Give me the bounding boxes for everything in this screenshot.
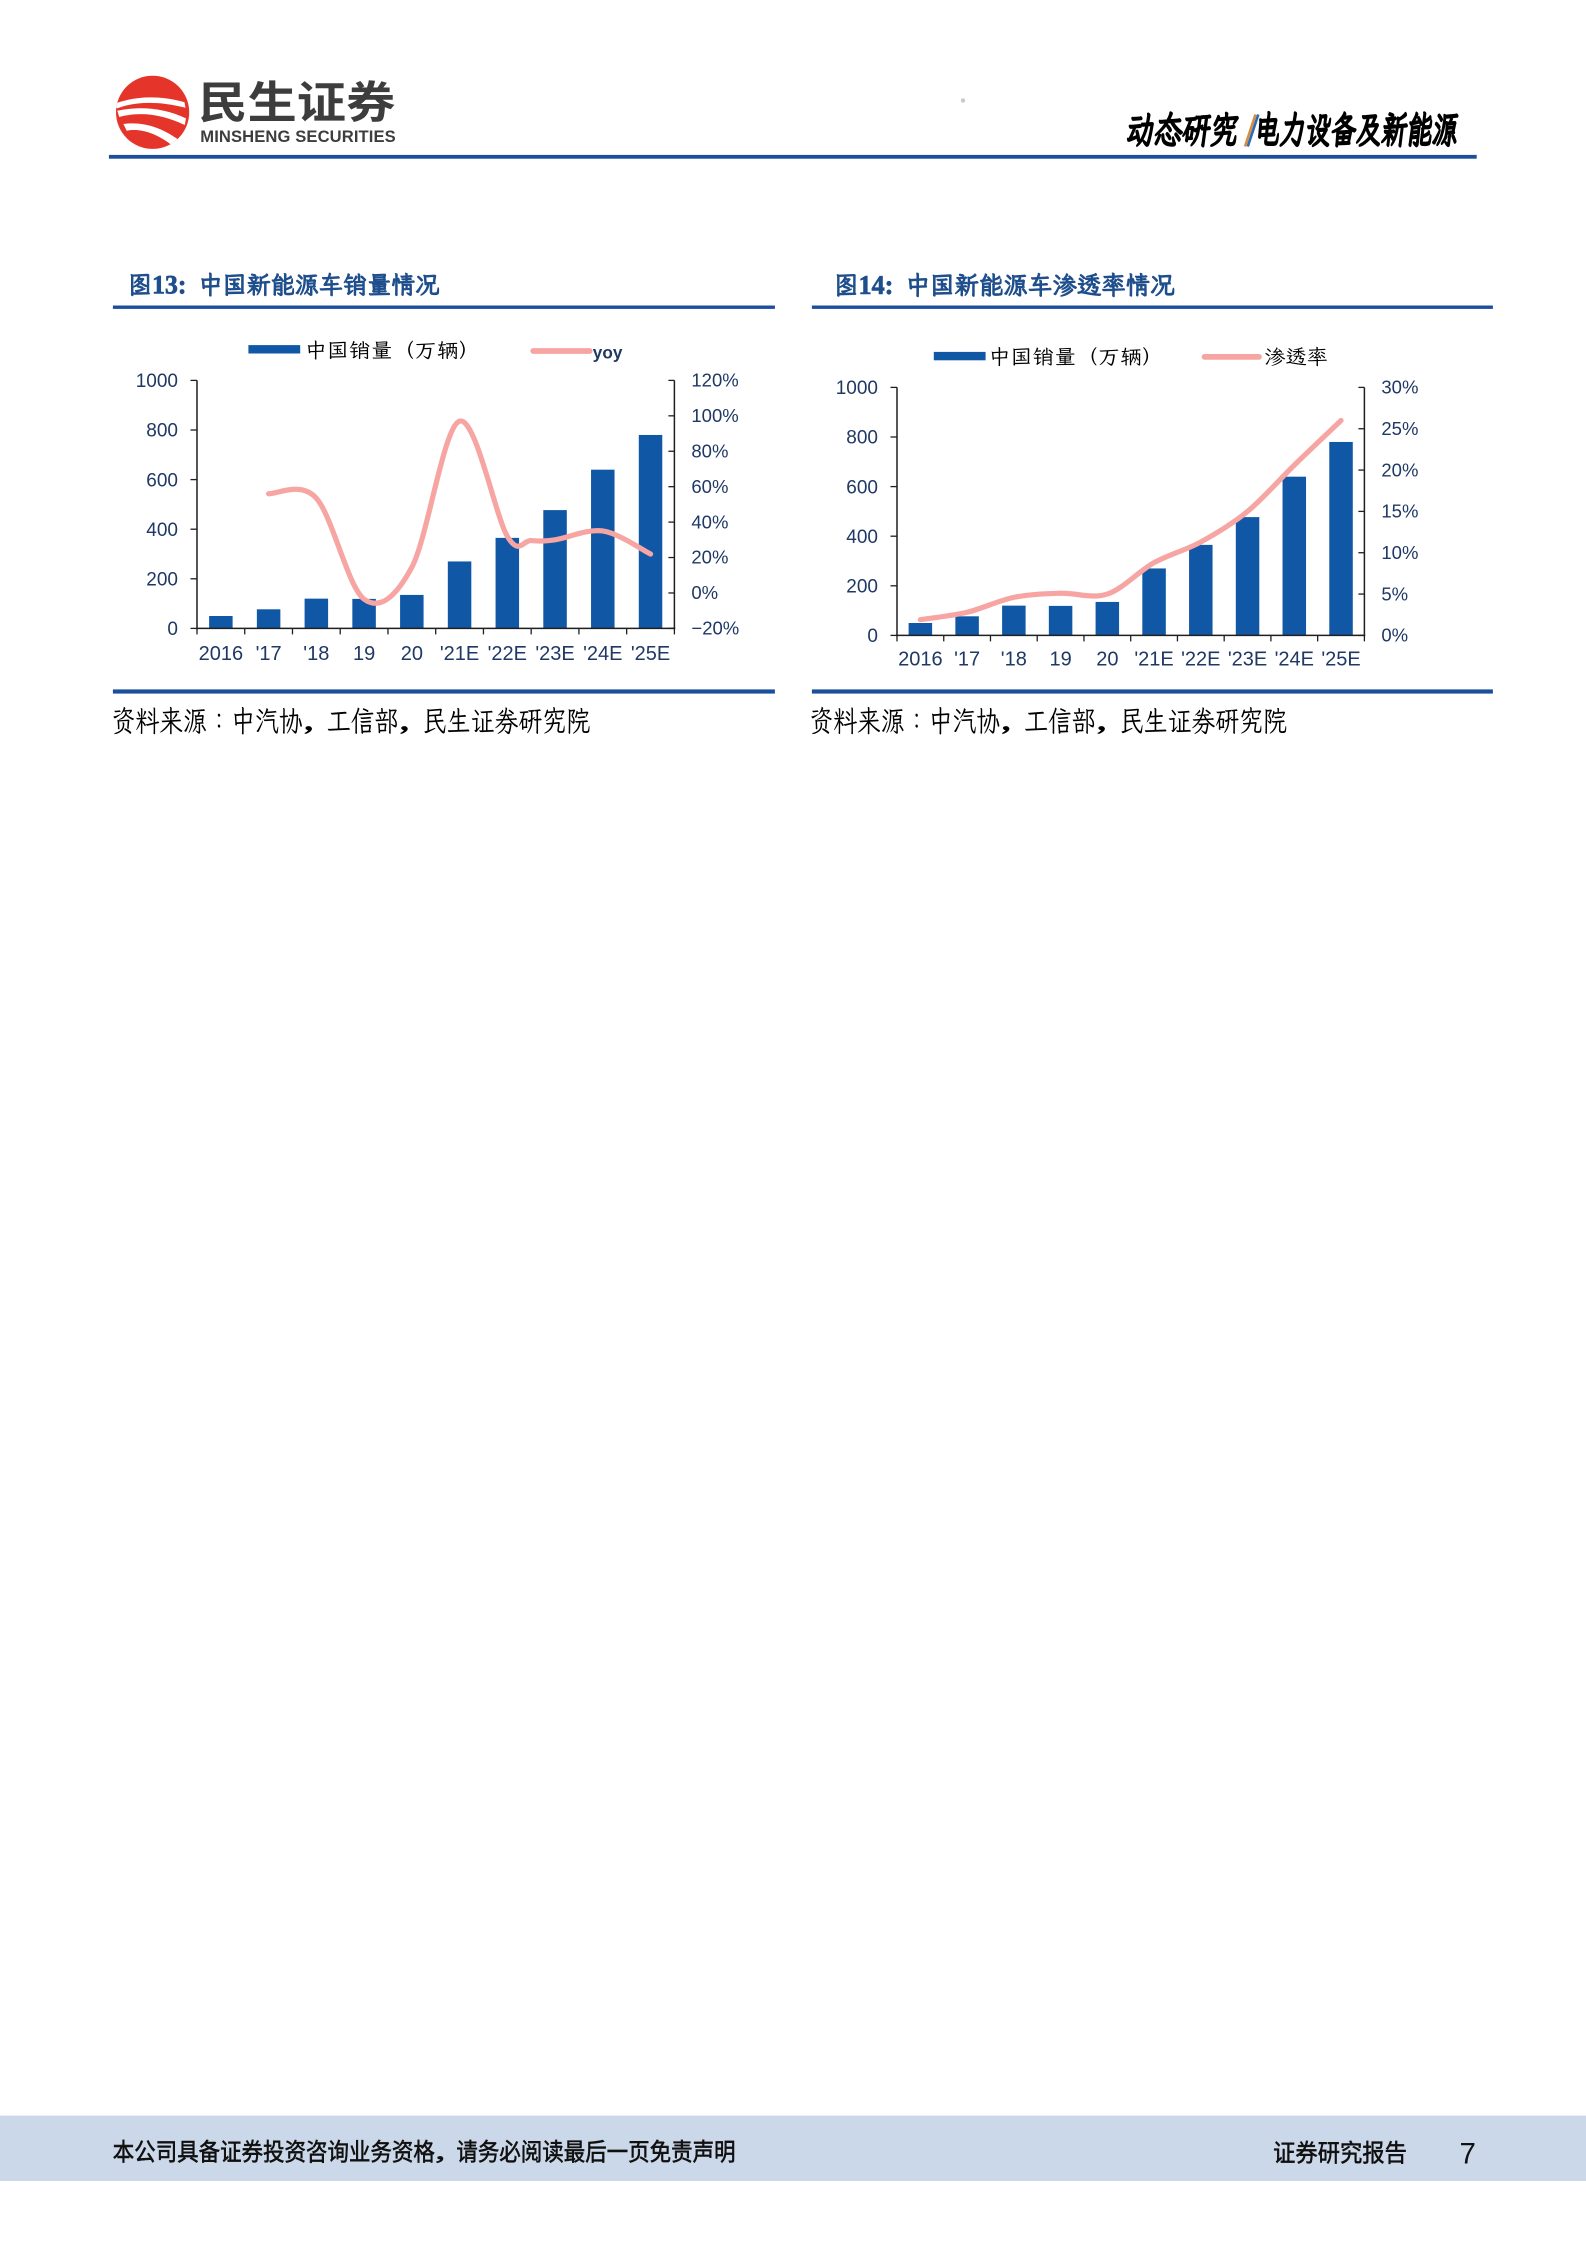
svg-text:'21E: '21E [1134,649,1173,671]
svg-text:'17: '17 [954,649,980,671]
svg-text:800: 800 [146,421,178,442]
svg-text:200: 200 [146,570,178,591]
svg-text:400: 400 [146,520,178,541]
svg-text:19: 19 [353,643,375,665]
svg-text:MINSHENG SECURITIES: MINSHENG SECURITIES [200,127,396,146]
svg-text:−20%: −20% [691,618,739,639]
svg-text:'22E: '22E [488,643,527,665]
svg-text:'22E: '22E [1181,649,1220,671]
svg-text:2016: 2016 [898,649,943,671]
svg-text:'25E: '25E [631,643,670,665]
svg-text:'23E: '23E [1228,649,1267,671]
svg-text:60%: 60% [691,476,728,497]
svg-text:200: 200 [846,577,878,598]
svg-text:1000: 1000 [136,371,178,392]
svg-text:5%: 5% [1381,583,1408,604]
svg-text:'24E: '24E [1275,649,1314,671]
svg-text:10%: 10% [1381,542,1418,563]
svg-text:20%: 20% [1381,459,1418,480]
svg-text:600: 600 [846,477,878,498]
svg-text:7: 7 [1460,2138,1476,2171]
svg-text:100%: 100% [691,405,738,426]
svg-text:1000: 1000 [836,378,878,399]
svg-text:600: 600 [146,470,178,491]
svg-text:0: 0 [867,626,878,647]
svg-text:2016: 2016 [199,643,244,665]
svg-text:'21E: '21E [440,643,479,665]
svg-text:20: 20 [401,643,423,665]
svg-text:40%: 40% [691,511,728,532]
svg-text:120%: 120% [691,370,738,391]
svg-text:'18: '18 [1001,649,1027,671]
svg-text:0: 0 [167,619,178,640]
svg-text:'18: '18 [303,643,329,665]
svg-text:20: 20 [1096,649,1118,671]
svg-text:'25E: '25E [1321,649,1360,671]
svg-text:'17: '17 [256,643,282,665]
svg-text:'23E: '23E [535,643,574,665]
svg-text:30%: 30% [1381,377,1418,398]
svg-text:0%: 0% [1381,625,1408,646]
svg-text:20%: 20% [691,547,728,568]
svg-text:800: 800 [846,428,878,449]
svg-text:yoy: yoy [593,342,623,362]
svg-text:80%: 80% [691,440,728,461]
svg-text:0%: 0% [691,582,718,603]
svg-text:15%: 15% [1381,501,1418,522]
svg-text:'24E: '24E [583,643,622,665]
svg-text:25%: 25% [1381,418,1418,439]
svg-text:19: 19 [1049,649,1071,671]
svg-text:400: 400 [846,527,878,548]
